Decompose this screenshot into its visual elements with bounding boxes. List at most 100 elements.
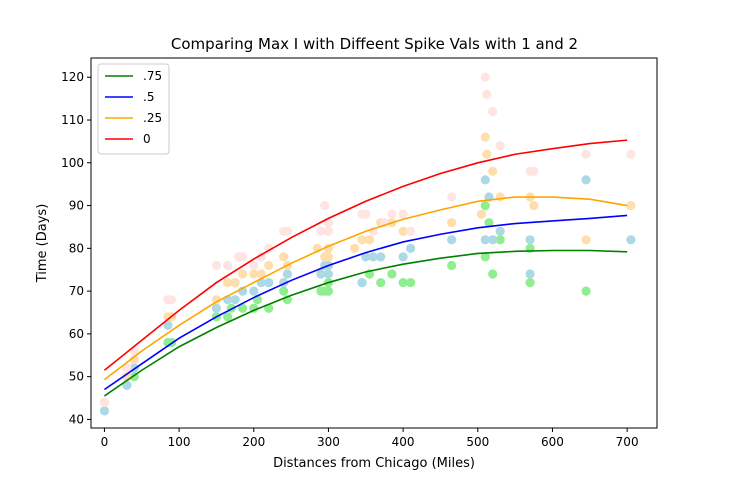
scatter-point-2-6 [223,277,233,288]
scatter-point-1-33 [626,235,636,245]
scatter-point-0-8 [237,303,248,313]
x-tick-label-6: 600 [541,435,564,449]
scatter-point-0-29 [495,235,505,245]
y-tick-label-0: 40 [69,412,84,426]
series-line-1 [103,214,628,391]
x-tick-label-2: 200 [242,435,265,449]
scatter-point-0-26 [480,200,490,211]
scatter-point-1-14 [316,269,326,279]
scatter-point-2-34 [626,200,636,211]
scatter-point-2-25 [447,218,457,228]
scatter-point-1-9 [249,286,259,296]
y-tick-label-4: 80 [69,241,84,255]
scatter-point-1-7 [230,295,240,305]
y-tick-label-1: 50 [69,370,84,384]
legend-label-0: .75 [143,69,162,83]
scatter-point-3-28 [488,106,498,117]
scatter-point-3-16 [323,226,334,236]
scatter-point-1-18 [357,277,367,288]
scatter-point-3-32 [581,149,591,159]
scatter-point-1-0 [99,406,110,416]
scatter-point-0-28 [488,269,498,279]
scatter-point-1-25 [480,235,490,245]
y-tick-label-6: 100 [61,156,84,170]
y-axis: 40 50 60 70 80 90 100 110 120 [61,70,91,426]
scatter-point-1-26 [480,175,490,185]
scatter-point-3-14 [316,226,326,236]
x-tick-label-1: 100 [168,435,191,449]
series-line-2 [103,196,628,381]
scatter-point-2-11 [264,260,274,271]
scatter-point-2-23 [398,226,408,236]
scatter-point-2-26 [476,209,487,219]
scatter-point-2-29 [488,166,498,176]
legend: .75 .5 .25 0 [97,63,170,155]
scatter-point-1-13 [282,269,292,279]
scatter-point-2-32 [529,200,539,211]
scatter-point-2-5 [211,295,222,305]
scatter-point-1-22 [398,252,408,262]
scatter-point-3-33 [626,149,636,159]
scatter-point-2-7 [230,277,240,288]
scatter-point-1-32 [581,175,591,185]
scatter-point-3-1 [122,363,132,373]
series-line-0 [103,249,628,397]
x-tick-label-0: 0 [101,435,109,449]
scatter-point-0-23 [405,277,416,288]
scatter-point-0-22 [398,277,408,288]
scatter-point-3-27 [482,89,492,99]
scatter-point-3-15 [320,200,330,211]
scatter-point-2-30 [495,192,505,202]
legend-label-1: .5 [143,90,154,104]
line-layer [103,139,628,397]
y-tick-label-2: 60 [69,327,84,341]
scatter-point-3-0 [99,397,110,407]
legend-label-3: 0 [143,132,151,146]
scatter-point-0-25 [480,252,490,262]
scatter-point-1-5 [211,303,222,313]
chart-title: Comparing Max I with Diffeent Spike Vals… [171,35,578,53]
scatter-point-0-12 [279,286,289,296]
scatter-point-3-31 [529,166,539,176]
series-line-3 [103,139,628,371]
scatter-point-3-26 [480,72,490,82]
scatter-point-3-5 [211,260,222,271]
x-tick-label-4: 400 [392,435,415,449]
scatter-point-3-29 [495,141,505,151]
scatter-point-0-30 [525,277,535,288]
scatter-point-0-20 [376,277,386,288]
scatter-point-3-4 [167,295,177,305]
scatter-point-3-24 [405,226,416,236]
scatter-point-1-19 [361,252,371,262]
x-tick-label-3: 300 [317,435,340,449]
scatter-point-0-17 [323,286,334,296]
scatter-point-1-24 [447,235,457,245]
plot-frame [90,57,658,429]
scatter-point-2-33 [581,235,591,245]
scatter-point-2-18 [349,243,360,253]
scatter-point-0-24 [447,260,457,271]
scatter-point-2-2 [129,354,139,365]
scatter-point-2-19 [357,235,367,245]
x-tick-label-7: 700 [616,435,639,449]
scatter-point-2-28 [482,149,492,159]
scatter-point-1-3 [163,320,173,330]
scatter-point-1-30 [525,269,535,279]
scatter-point-3-23 [398,209,408,219]
scatter-point-0-27 [484,218,494,228]
scatter-point-2-27 [480,132,490,142]
scatter-point-0-21 [387,269,397,279]
scatter-point-3-8 [237,252,248,262]
x-axis: 0 100 200 300 400 500 600 700 [101,428,639,449]
scatter-point-1-21 [376,252,386,262]
scatter-point-3-11 [264,243,274,253]
scatter-point-2-10 [256,269,266,279]
y-tick-label-3: 70 [69,284,84,298]
y-tick-label-7: 110 [61,113,84,127]
scatter-point-3-10 [256,252,266,262]
scatter-point-0-6 [223,312,233,322]
scatter-point-3-25 [447,192,457,202]
scatter-point-1-31 [525,235,535,245]
y-tick-label-8: 120 [61,70,84,84]
